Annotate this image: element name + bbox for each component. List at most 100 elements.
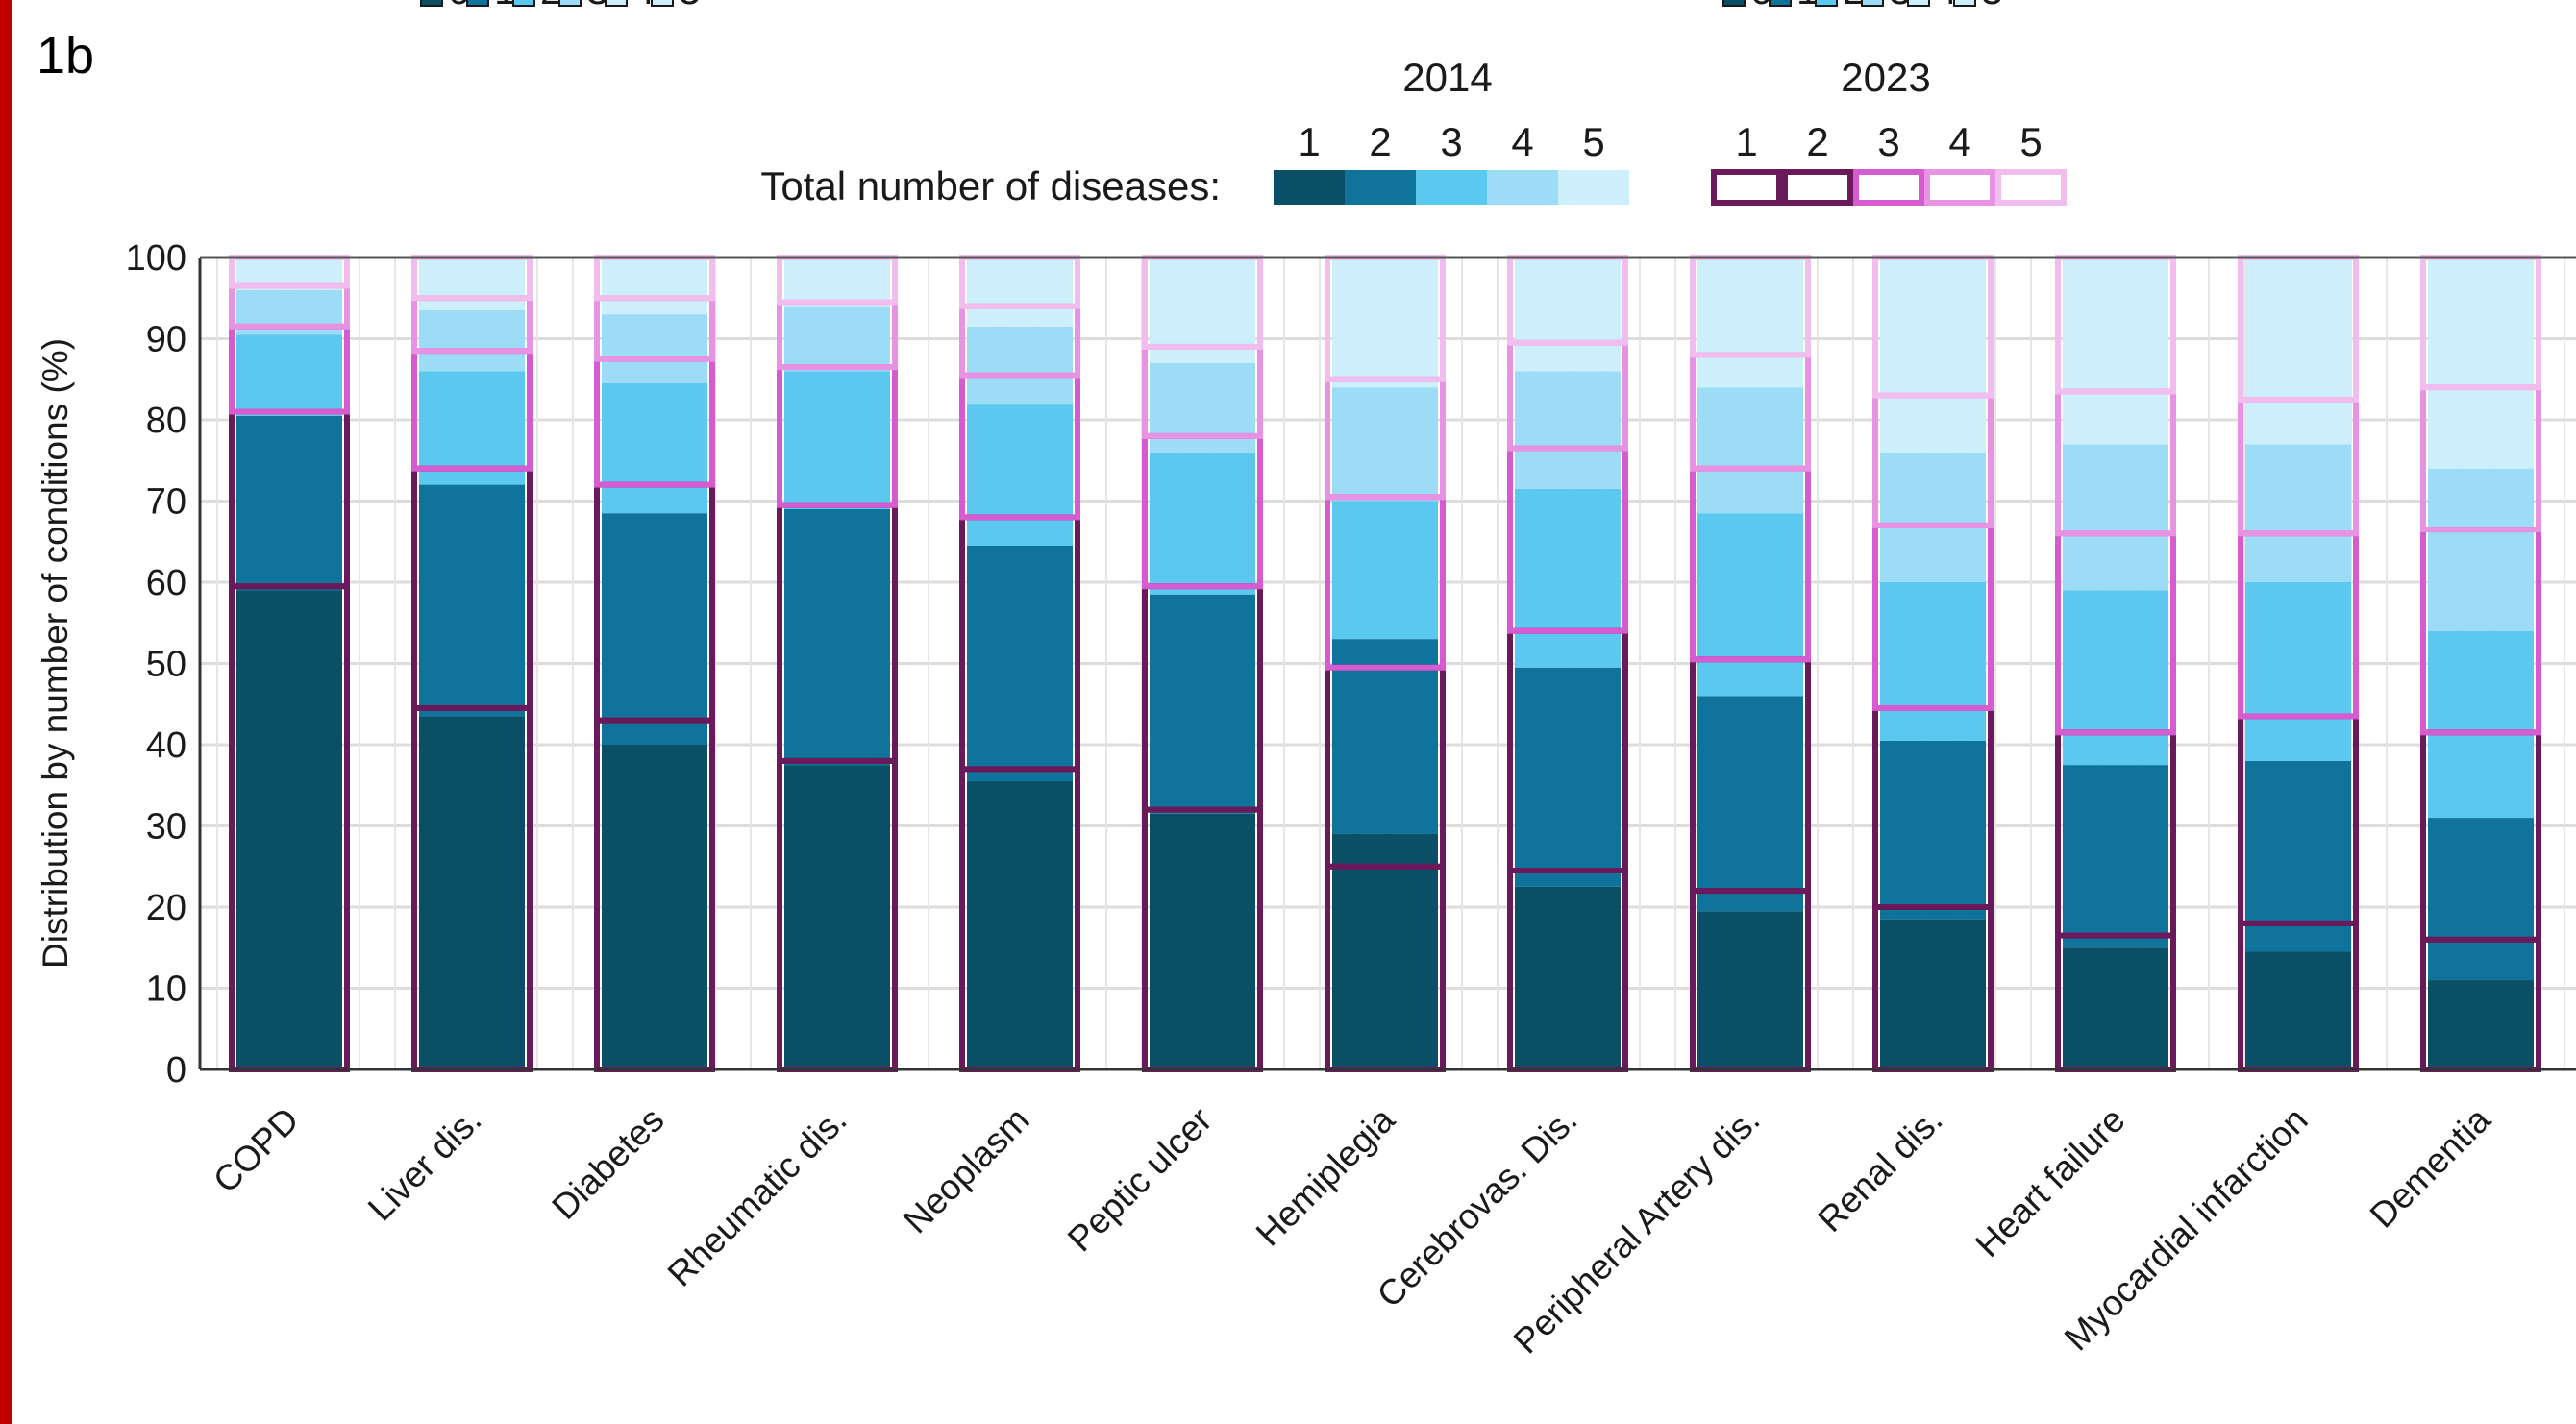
bar-2014-12-level-3 <box>2245 582 2351 761</box>
bar-2014-11-level-3 <box>2063 590 2168 766</box>
bar-2014-8-level-2 <box>1515 667 1621 887</box>
remnant-swatch-right-1 <box>1769 0 1792 7</box>
remnant-label-right-0: 0 <box>1750 0 1772 12</box>
bar-2014-2-level-2 <box>419 484 525 717</box>
bar-2014-2-level-4 <box>419 309 525 372</box>
bar-2014-10-level-1 <box>1880 919 1986 1069</box>
bar-2014-4-level-4 <box>784 306 890 372</box>
legend-year-2014: 2014 <box>1402 55 1492 100</box>
clipped-legend-remnant: 0 1 2 3 4 5 0 1 2 3 4 5 <box>420 0 2003 12</box>
remnant-swatch-left-1 <box>466 0 489 7</box>
bar-2014-13-level-1 <box>2428 980 2534 1069</box>
bar-2014-7-level-4 <box>1332 387 1438 502</box>
x-category-2: Liver dis. <box>360 1100 489 1229</box>
remnant-label-right-3: 3 <box>1889 0 1911 12</box>
x-category-1: COPD <box>206 1100 307 1201</box>
remnant-label-right-1: 1 <box>1796 0 1819 12</box>
bar-2014-4-level-1 <box>784 765 890 1069</box>
remnant-swatch-right-4 <box>1907 0 1930 7</box>
remnant-swatch-right-5 <box>1953 0 1976 7</box>
remnant-swatch-right-0 <box>1722 0 1746 7</box>
legend-swatch-2014-2 <box>1345 170 1416 205</box>
remnant-swatch-right-2 <box>1815 0 1838 7</box>
bar-2014-3-level-3 <box>602 382 707 514</box>
bar-2014-11-level-5 <box>2063 258 2168 445</box>
bar-2014-12-level-2 <box>2245 760 2351 952</box>
bar-2014-13-level-3 <box>2428 630 2534 819</box>
legend-level-2014-2: 2 <box>1369 119 1391 164</box>
x-category-4: Rheumatic dis. <box>660 1100 855 1294</box>
bar-2014-4-level-2 <box>784 508 890 766</box>
bar-2014-9-level-2 <box>1697 696 1803 912</box>
bar-2014-1-level-2 <box>236 415 342 591</box>
x-category-13: Dementia <box>2363 1099 2498 1235</box>
bar-2014-10-level-3 <box>1880 582 1986 741</box>
legend-swatch-2023-4 <box>1924 169 1995 206</box>
bar-2014-6-level-2 <box>1150 594 1255 814</box>
legend-level-2023-5: 5 <box>2019 119 2042 164</box>
remnant-label-left-4: 4 <box>632 0 655 12</box>
y-tick-50: 50 <box>146 645 186 685</box>
axes <box>198 256 2576 1071</box>
y-tick-20: 20 <box>146 888 186 928</box>
y-tick-90: 90 <box>146 320 186 360</box>
panel-left-border <box>0 0 12 1424</box>
bar-2014-6-level-1 <box>1150 813 1255 1069</box>
remnant-label-left-3: 3 <box>586 0 608 12</box>
legend-level-2023-3: 3 <box>1877 119 1899 164</box>
bar-2014-5-level-1 <box>967 781 1073 1069</box>
legend-swatch-2014-5 <box>1558 170 1629 205</box>
bar-2014-3-level-2 <box>602 513 707 745</box>
bar-2014-13-level-4 <box>2428 468 2534 631</box>
bar-2014-7-level-5 <box>1332 258 1438 388</box>
bar-2014-8-level-4 <box>1515 371 1621 489</box>
remnant-label-right-5: 5 <box>1981 0 2003 12</box>
bar-2014-9-level-4 <box>1697 387 1803 514</box>
panel-label: 1b <box>37 27 94 85</box>
legend-items: 1 2 3 4 5 1 2 3 4 5 <box>1274 119 2067 206</box>
bar-2014-1-level-3 <box>236 334 342 416</box>
legend-level-2023-4: 4 <box>1948 119 1970 164</box>
legend-level-2014-1: 1 <box>1298 119 1320 164</box>
legend-swatch-2023-2 <box>1782 169 1853 206</box>
legend: Total number of diseases: 2014 2023 1 2 3 4… <box>760 55 2067 209</box>
remnant-swatch-left-3 <box>558 0 582 7</box>
bar-2014-8-level-5 <box>1515 258 1621 372</box>
bar-2014-13-level-2 <box>2428 818 2534 981</box>
bar-2014-8-level-3 <box>1515 488 1621 668</box>
remnant-swatch-left-2 <box>512 0 535 7</box>
x-category-3: Diabetes <box>544 1100 671 1227</box>
bars <box>229 255 2541 1073</box>
y-tick-40: 40 <box>146 725 186 766</box>
x-category-5: Neoplasm <box>896 1100 1037 1241</box>
bar-2014-2-level-1 <box>419 716 525 1069</box>
legend-year-2023: 2023 <box>1841 55 1930 100</box>
remnant-label-left-1: 1 <box>494 0 516 12</box>
bar-2014-10-level-4 <box>1880 452 1986 582</box>
legend-level-2023-2: 2 <box>1806 119 1828 164</box>
bar-2014-9-level-5 <box>1697 258 1803 388</box>
bar-2014-3-level-4 <box>602 314 707 383</box>
remnant-label-right-4: 4 <box>1935 0 1957 12</box>
bar-2014-7-level-2 <box>1332 639 1438 834</box>
bar-2014-9-level-1 <box>1697 911 1803 1069</box>
bar-2014-11-level-2 <box>2063 765 2168 948</box>
legend-level-2014-5: 5 <box>1582 119 1604 164</box>
remnant-label-left-2: 2 <box>540 0 562 12</box>
legend-level-2023-1: 1 <box>1735 119 1757 164</box>
bar-2014-3-level-1 <box>602 745 707 1069</box>
remnant-swatch-right-3 <box>1861 0 1884 7</box>
remnant-swatch-left-5 <box>651 0 674 7</box>
bar-2014-3-level-5 <box>602 258 707 315</box>
remnant-swatch-left-4 <box>605 0 628 7</box>
y-tick-60: 60 <box>146 563 186 603</box>
remnant-label-right-2: 2 <box>1843 0 1865 12</box>
legend-swatch-2014-1 <box>1274 170 1345 205</box>
bar-2014-7-level-3 <box>1332 501 1438 640</box>
bar-2014-10-level-5 <box>1880 258 1986 453</box>
remnant-label-left-0: 0 <box>448 0 470 12</box>
y-tick-80: 80 <box>146 401 186 441</box>
bar-2014-5-level-2 <box>967 545 1073 782</box>
legend-swatch-2023-3 <box>1853 169 1924 206</box>
